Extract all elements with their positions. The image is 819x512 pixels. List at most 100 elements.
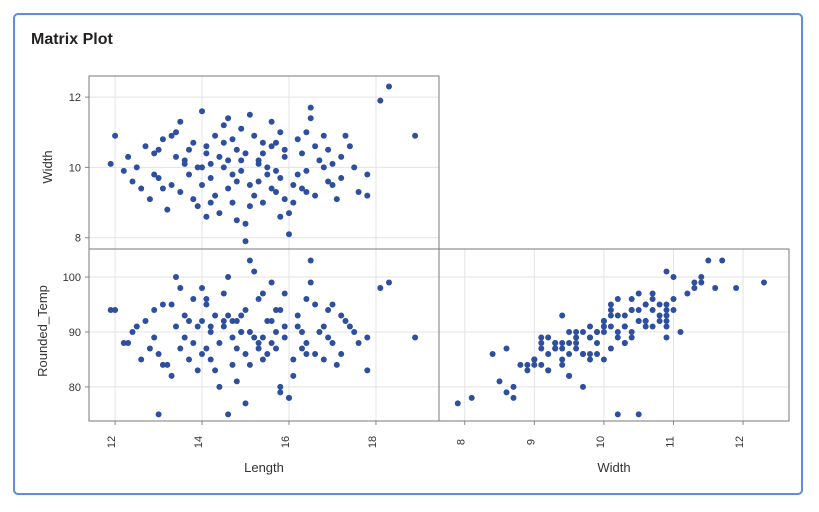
- data-point: [194, 164, 201, 171]
- data-point: [307, 115, 314, 122]
- data-point: [325, 334, 332, 341]
- data-point: [552, 340, 559, 346]
- data-point: [281, 146, 288, 153]
- data-point: [656, 301, 663, 308]
- data-point: [277, 307, 284, 313]
- x-axis-label-length: Length: [244, 460, 284, 475]
- data-point: [216, 383, 223, 390]
- data-point: [355, 189, 362, 195]
- data-point: [133, 164, 140, 171]
- data-point: [614, 312, 621, 319]
- data-point: [177, 285, 184, 291]
- data-point: [698, 279, 705, 286]
- data-point: [524, 361, 531, 368]
- data-point: [264, 164, 271, 171]
- data-point: [316, 157, 323, 164]
- data-point: [299, 150, 305, 157]
- x-tick-label: 9: [525, 439, 537, 445]
- data-point: [342, 132, 349, 139]
- data-point: [607, 323, 614, 330]
- data-point: [377, 285, 384, 291]
- data-point: [531, 356, 538, 363]
- data-point: [181, 312, 188, 319]
- data-point: [120, 167, 127, 174]
- data-point: [290, 199, 297, 206]
- data-point: [545, 334, 552, 341]
- data-point: [329, 182, 336, 188]
- data-point: [199, 164, 205, 171]
- y-tick-label: 8: [75, 233, 81, 245]
- data-point: [281, 153, 288, 160]
- data-point: [146, 196, 153, 203]
- data-point: [614, 411, 621, 418]
- data-point: [517, 361, 524, 368]
- data-point: [273, 329, 279, 335]
- data-point: [190, 340, 197, 346]
- data-point: [129, 178, 136, 185]
- data-point: [138, 185, 145, 192]
- data-point: [220, 290, 227, 297]
- data-point: [312, 351, 319, 357]
- data-point: [698, 274, 705, 280]
- data-point: [286, 231, 292, 238]
- data-point: [691, 285, 698, 291]
- data-point: [225, 115, 232, 122]
- data-point: [351, 329, 358, 335]
- data-point: [386, 279, 392, 286]
- data-point: [220, 122, 227, 129]
- data-point: [552, 345, 559, 352]
- data-point: [607, 307, 614, 313]
- data-point: [259, 334, 266, 341]
- data-point: [264, 351, 271, 357]
- data-point: [159, 361, 166, 368]
- data-point: [199, 108, 205, 115]
- data-point: [199, 182, 205, 188]
- data-point: [325, 178, 332, 185]
- data-point: [186, 318, 192, 324]
- data-point: [329, 340, 336, 346]
- data-point: [155, 175, 162, 181]
- panel-frame-bottom-right: [438, 248, 790, 422]
- data-point: [277, 213, 284, 220]
- data-point: [338, 351, 345, 357]
- data-point: [663, 334, 670, 341]
- data-point: [307, 257, 314, 264]
- data-point: [225, 157, 232, 164]
- data-point: [607, 301, 614, 308]
- data-point: [566, 351, 573, 357]
- data-point: [538, 334, 545, 341]
- data-point: [307, 104, 314, 111]
- data-point: [587, 351, 593, 357]
- data-point: [712, 285, 719, 291]
- data-point: [412, 132, 419, 139]
- data-point: [364, 334, 371, 341]
- data-point: [325, 146, 332, 153]
- data-point: [538, 340, 545, 346]
- data-point: [225, 312, 232, 319]
- data-point: [761, 279, 767, 286]
- data-point: [229, 361, 236, 368]
- data-point: [186, 171, 192, 178]
- data-point: [510, 394, 517, 401]
- data-point: [377, 97, 384, 104]
- data-point: [614, 329, 621, 335]
- data-point: [207, 329, 214, 335]
- data-point: [320, 323, 327, 330]
- data-point: [531, 361, 538, 368]
- data-point: [635, 307, 642, 313]
- data-point: [212, 312, 219, 319]
- x-tick-label: 8: [456, 439, 468, 445]
- data-point: [151, 171, 158, 178]
- data-point: [733, 285, 740, 291]
- data-point: [273, 189, 279, 195]
- data-point: [229, 171, 236, 178]
- data-point: [573, 345, 580, 352]
- data-point: [273, 345, 279, 352]
- data-point: [559, 345, 566, 352]
- data-point: [268, 279, 275, 286]
- data-point: [203, 143, 210, 150]
- data-point: [255, 345, 262, 352]
- data-point: [155, 411, 162, 418]
- data-point: [238, 157, 245, 164]
